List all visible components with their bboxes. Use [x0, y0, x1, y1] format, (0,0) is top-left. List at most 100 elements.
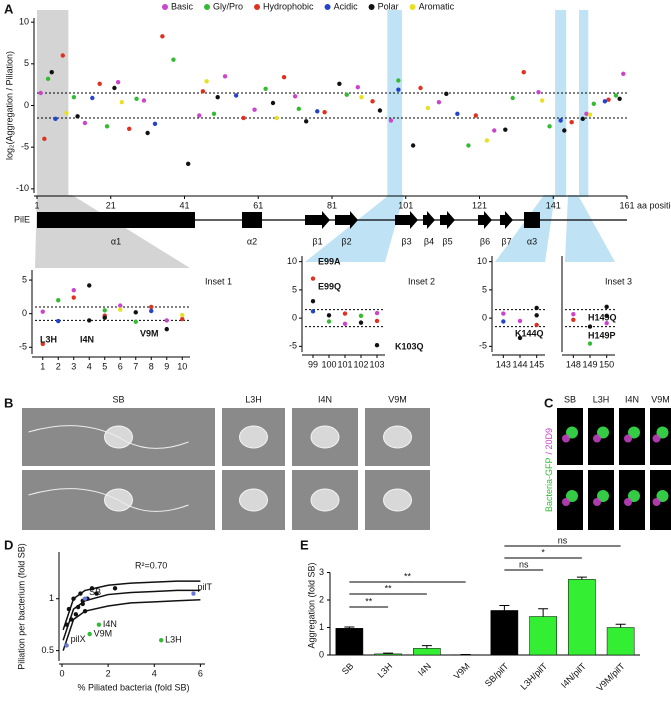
y-tick-label: 0: [24, 100, 29, 110]
column-label: V9M: [388, 394, 407, 404]
point: [64, 643, 68, 647]
x-tick-label: 41: [179, 200, 189, 210]
legend-label: Aromatic: [419, 1, 455, 11]
point: [356, 85, 360, 89]
point: [87, 318, 91, 322]
column-label: V9M: [651, 394, 670, 404]
element-label: β1: [312, 236, 322, 246]
label-part: Bacteria-GFP: [544, 458, 554, 513]
annotation: E99Q: [318, 281, 341, 291]
point: [396, 78, 400, 82]
point: [375, 343, 379, 347]
x-tick-label: 2: [106, 668, 111, 678]
y-tick-label: 3: [319, 567, 324, 577]
point: [78, 591, 82, 595]
point: [67, 607, 71, 611]
pilus-signal: [653, 435, 661, 443]
x-tick-label: 145: [529, 359, 544, 369]
point: [274, 116, 278, 120]
point: [617, 97, 621, 101]
legend-swatch: [204, 4, 210, 10]
bar: [607, 628, 634, 656]
y-tick-label: 1: [319, 622, 324, 632]
x-tick-label: 9: [164, 361, 169, 371]
y-axis-label: Aggregation (fold SB): [306, 562, 316, 648]
point: [201, 89, 205, 93]
point: [103, 316, 107, 320]
error-bar: [538, 609, 548, 617]
point: [134, 97, 138, 101]
x-tick-label: 8: [149, 361, 154, 371]
bacterium: [240, 489, 268, 511]
point: [61, 53, 65, 57]
point: [297, 107, 301, 111]
pilus-signal: [593, 435, 601, 443]
point: [134, 310, 138, 314]
point: [518, 319, 522, 323]
point: [127, 127, 131, 131]
point: [501, 311, 505, 315]
point: [83, 121, 87, 125]
point: [540, 98, 544, 102]
x-tick-label: V9M: [452, 661, 472, 681]
pilus-signal: [593, 498, 601, 506]
point: [74, 612, 78, 616]
inset-funnel: [305, 195, 404, 262]
y-tick-label: 5: [292, 284, 297, 294]
point: [621, 72, 625, 76]
point: [56, 319, 60, 323]
point: [370, 99, 374, 103]
column-label: SB: [564, 394, 576, 404]
point: [558, 118, 562, 122]
point: [503, 127, 507, 131]
y-tick-label: 0: [292, 312, 297, 322]
x-tick-label: 100: [321, 359, 336, 369]
significance-label: *: [541, 547, 545, 557]
bacterium: [384, 489, 412, 511]
annotation: E99A: [318, 256, 341, 266]
x-tick-label: SB/pilT: [483, 661, 511, 689]
point: [215, 95, 219, 99]
point: [485, 138, 489, 142]
x-tick-label: SB: [340, 661, 356, 677]
point: [345, 92, 349, 96]
point: [547, 124, 551, 128]
point: [105, 124, 109, 128]
legend-swatch: [325, 4, 331, 10]
point: [501, 319, 505, 323]
point: [180, 313, 184, 317]
point: [118, 307, 122, 311]
point: [153, 122, 157, 126]
point: [592, 102, 596, 106]
element-label: β4: [424, 236, 434, 246]
point: [337, 82, 341, 86]
point: [212, 112, 216, 116]
legend-swatch: [369, 4, 375, 10]
point-label: pilT: [197, 582, 212, 592]
point: [304, 119, 308, 123]
x-tick-label: 61: [253, 200, 263, 210]
legend-label: Polar: [378, 1, 399, 11]
y-tick-label: 5: [24, 58, 29, 68]
point-label: V9M: [94, 628, 113, 638]
point: [263, 87, 267, 91]
point: [191, 591, 195, 595]
strand: [500, 211, 513, 229]
point: [83, 609, 87, 613]
point: [241, 116, 245, 120]
column-label: I4N: [625, 394, 639, 404]
x-tick-label: 81: [327, 200, 337, 210]
highlight-band: [579, 10, 588, 197]
strand: [305, 211, 330, 229]
x-tick-label: 1: [40, 361, 45, 371]
x-axis-label: aa position: [637, 200, 671, 210]
point: [142, 98, 146, 102]
point: [411, 143, 415, 147]
y-tick-label: -5: [479, 341, 487, 351]
legend-swatch: [162, 4, 168, 10]
point: [50, 70, 54, 74]
x-tick-label: V9M/pilT: [595, 661, 628, 694]
point: [145, 131, 149, 135]
element-label: β2: [341, 236, 351, 246]
